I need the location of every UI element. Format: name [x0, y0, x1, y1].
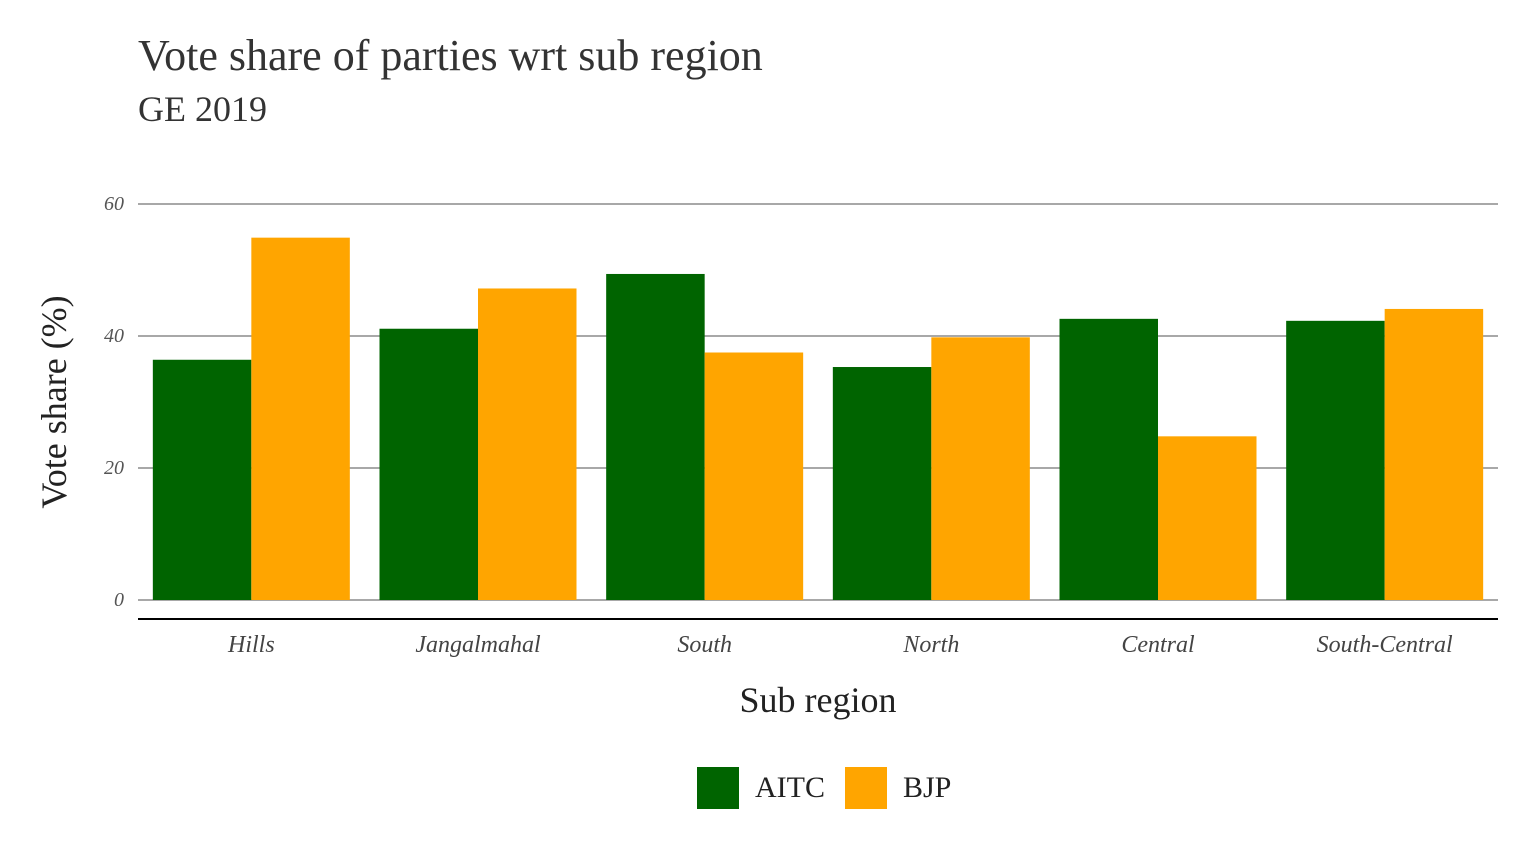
bar-aitc-north — [832, 367, 932, 600]
x-tick-label: North — [902, 632, 959, 658]
legend-swatch-bjp — [845, 767, 887, 809]
x-tick-label: Jangalmahal — [415, 632, 541, 658]
legend-label-aitc: AITC — [755, 771, 825, 804]
x-tick-label: South — [677, 632, 732, 658]
y-tick-label: 0 — [114, 589, 124, 611]
legend-label-bjp: BJP — [903, 771, 952, 804]
y-tick-labels: 0 20 40 60 — [104, 193, 124, 611]
bar-aitc-hills — [152, 359, 252, 600]
y-tick-label: 40 — [104, 325, 124, 347]
bar-aitc-central — [1059, 318, 1158, 600]
bar-aitc-south — [606, 273, 705, 600]
bars — [152, 237, 1484, 600]
gridlines — [138, 203, 1498, 601]
chart-subtitle: GE 2019 — [138, 89, 267, 129]
legend-item-bjp: BJP — [845, 766, 951, 810]
x-axis-title: Sub region — [740, 680, 897, 720]
bar-bjp-central — [1158, 436, 1257, 600]
legend-item-aitc: AITC — [697, 766, 825, 810]
bar-bjp-north — [931, 337, 1030, 600]
y-axis-title: Vote share (%) — [34, 295, 74, 508]
bar-bjp-jangalmahal — [478, 288, 577, 600]
x-tick-label: Hills — [227, 632, 275, 658]
legend-swatch-aitc — [697, 767, 739, 809]
legend: AITC BJP — [0, 766, 1536, 810]
chart-title: Vote share of parties wrt sub region — [138, 31, 763, 80]
x-tick-labels: Hills Jangalmahal South North Central South-C… — [227, 632, 1453, 658]
bar-aitc-south-central — [1286, 320, 1385, 600]
x-tick-label: South-Central — [1317, 632, 1453, 658]
y-tick-label: 20 — [104, 457, 124, 479]
bar-bjp-hills — [251, 237, 350, 600]
y-tick-label: 60 — [104, 193, 124, 215]
bar-bjp-south — [704, 352, 804, 600]
bar-aitc-jangalmahal — [379, 328, 478, 600]
bar-bjp-south-central — [1384, 308, 1484, 600]
x-tick-label: Central — [1121, 632, 1195, 658]
